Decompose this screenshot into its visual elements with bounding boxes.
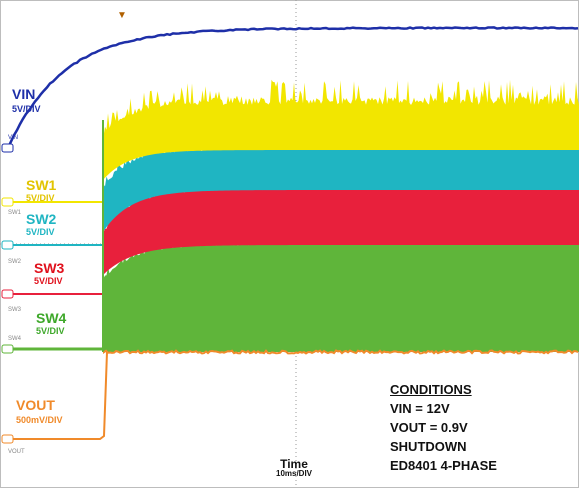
sw3-channel-marker <box>1 289 14 299</box>
vout-trace-high <box>103 349 579 355</box>
condition-mode: SHUTDOWN <box>390 439 467 454</box>
time-axis-label: Time 10ms/DIV <box>276 457 312 478</box>
series-name-sw4: SW4 <box>36 310 67 326</box>
sw2-side-tag: SW2 <box>8 259 22 265</box>
series-name-sw3: SW3 <box>34 260 65 276</box>
series-scale-sw4: 5V/DIV <box>36 326 65 336</box>
sw4-side-tag: SW4 <box>8 336 22 342</box>
condition-vin: VIN = 12V <box>390 401 450 416</box>
sw4-channel-marker <box>1 344 14 354</box>
series-name-sw2: SW2 <box>26 211 57 227</box>
series-scale-sw1: 5V/DIV <box>26 193 55 203</box>
series-name-vin: VIN <box>12 86 35 102</box>
sw2-channel-marker <box>1 240 14 250</box>
vout-side-tag: VOUT <box>8 449 25 455</box>
vout-channel-marker <box>1 434 14 444</box>
x-axis-label: Time <box>280 457 308 471</box>
sw4-switching-band <box>103 237 579 352</box>
series-scale-vin: 5V/DIV <box>12 104 41 114</box>
conditions-title: CONDITIONS <box>390 382 472 397</box>
series-scale-sw2: 5V/DIV <box>26 227 55 237</box>
condition-device: ED8401 4-PHASE <box>390 458 497 473</box>
series-scale-sw3: 5V/DIV <box>34 276 63 286</box>
trace-labels: VINSW1SW2SW3SW4VOUTVIN5V/DIVSW15V/DIVSW2… <box>1 86 67 455</box>
sw1-switching-band <box>103 79 579 180</box>
sw1-channel-marker <box>1 197 14 207</box>
vin-side-tag: VIN <box>8 135 18 141</box>
sw2-switching-band <box>103 134 579 232</box>
x-axis-scale: 10ms/DIV <box>276 469 313 478</box>
conditions-box: CONDITIONS VIN = 12V VOUT = 0.9V SHUTDOW… <box>390 380 497 475</box>
vin-channel-marker <box>1 143 14 153</box>
sw3-side-tag: SW3 <box>8 307 22 313</box>
condition-vout: VOUT = 0.9V <box>390 420 468 435</box>
sw3-switching-band <box>103 174 579 275</box>
series-name-sw1: SW1 <box>26 177 57 193</box>
traces <box>6 26 579 440</box>
trigger-marker: ▼ <box>117 10 127 21</box>
series-scale-vout: 500mV/DIV <box>16 415 63 425</box>
vin-trace <box>6 26 579 149</box>
sw1-side-tag: SW1 <box>8 210 22 216</box>
series-name-vout: VOUT <box>16 397 55 413</box>
vout-trace-low <box>8 351 108 440</box>
